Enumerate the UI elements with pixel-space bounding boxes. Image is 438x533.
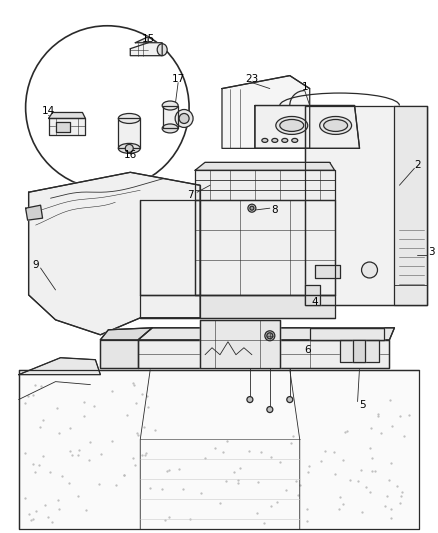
Text: 14: 14 xyxy=(42,107,55,117)
Polygon shape xyxy=(49,112,85,118)
Text: 7: 7 xyxy=(187,190,194,200)
Polygon shape xyxy=(138,340,389,368)
Polygon shape xyxy=(56,123,71,132)
Ellipse shape xyxy=(280,119,304,132)
Polygon shape xyxy=(222,76,310,148)
Circle shape xyxy=(248,204,256,212)
Polygon shape xyxy=(135,37,148,43)
Text: 6: 6 xyxy=(304,345,311,355)
Circle shape xyxy=(179,114,189,124)
Polygon shape xyxy=(138,328,395,340)
Polygon shape xyxy=(163,106,178,128)
Text: 3: 3 xyxy=(428,247,434,257)
Ellipse shape xyxy=(157,44,167,55)
Ellipse shape xyxy=(282,139,288,142)
Circle shape xyxy=(250,206,254,210)
Polygon shape xyxy=(140,200,200,295)
Circle shape xyxy=(175,109,193,127)
Text: 4: 4 xyxy=(311,297,318,307)
Polygon shape xyxy=(130,43,162,55)
Text: 5: 5 xyxy=(359,400,366,409)
Text: 23: 23 xyxy=(245,74,258,84)
Circle shape xyxy=(267,333,273,339)
Text: 9: 9 xyxy=(32,260,39,270)
Text: 8: 8 xyxy=(272,205,278,215)
Ellipse shape xyxy=(262,139,268,142)
Polygon shape xyxy=(395,106,427,305)
Polygon shape xyxy=(28,172,200,335)
Text: 17: 17 xyxy=(172,74,185,84)
Polygon shape xyxy=(255,106,360,148)
Polygon shape xyxy=(195,163,335,171)
Polygon shape xyxy=(49,118,85,135)
Polygon shape xyxy=(305,106,427,305)
Polygon shape xyxy=(339,340,379,362)
Ellipse shape xyxy=(125,144,133,152)
Ellipse shape xyxy=(162,124,178,133)
Text: 15: 15 xyxy=(141,34,155,44)
Ellipse shape xyxy=(320,117,352,134)
Polygon shape xyxy=(314,265,339,278)
Polygon shape xyxy=(353,340,364,362)
Text: 2: 2 xyxy=(414,160,420,171)
Ellipse shape xyxy=(162,101,178,110)
Polygon shape xyxy=(305,285,320,305)
Polygon shape xyxy=(200,320,280,368)
Circle shape xyxy=(361,262,378,278)
Ellipse shape xyxy=(272,139,278,142)
Ellipse shape xyxy=(292,139,298,142)
Polygon shape xyxy=(19,370,419,529)
Ellipse shape xyxy=(118,114,140,124)
Circle shape xyxy=(287,397,293,402)
Polygon shape xyxy=(100,340,138,368)
Polygon shape xyxy=(118,118,140,148)
Ellipse shape xyxy=(324,119,348,132)
Circle shape xyxy=(247,397,253,402)
Text: 1: 1 xyxy=(301,82,308,92)
Text: 16: 16 xyxy=(124,150,137,160)
Polygon shape xyxy=(19,358,100,375)
Polygon shape xyxy=(100,328,152,340)
Circle shape xyxy=(267,407,273,413)
Circle shape xyxy=(25,26,189,189)
Polygon shape xyxy=(195,171,335,200)
Polygon shape xyxy=(140,295,335,318)
Ellipse shape xyxy=(276,117,308,134)
Polygon shape xyxy=(310,328,385,340)
Ellipse shape xyxy=(118,143,140,154)
Circle shape xyxy=(265,331,275,341)
Polygon shape xyxy=(195,200,335,295)
Polygon shape xyxy=(25,205,42,220)
